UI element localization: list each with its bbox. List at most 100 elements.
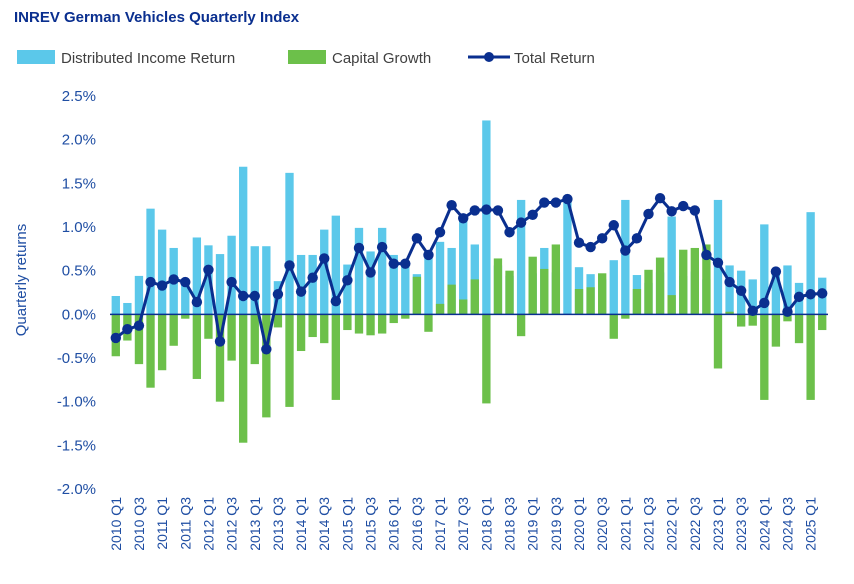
x-tick-label: 2020 Q3 <box>594 497 610 551</box>
income-return-bar <box>215 254 225 315</box>
y-tick-label: -1.5% <box>57 437 96 454</box>
bars <box>111 120 827 443</box>
capital-growth-bar <box>181 314 190 319</box>
x-tick-label: 2013 Q1 <box>247 497 263 551</box>
capital-growth-bar <box>227 314 236 361</box>
income-return-bar <box>239 166 248 315</box>
income-return-bar <box>146 208 155 315</box>
total-return-point <box>515 217 527 228</box>
total-return-point <box>573 237 585 248</box>
capital-growth-bar <box>412 276 422 315</box>
x-axis: 2010 Q1 2010 Q3 2011 Q1 2011 Q3 2012 Q1 2012 … <box>108 497 819 551</box>
x-tick-label: 2018 Q1 <box>478 497 494 551</box>
total-return-point <box>596 233 608 244</box>
total-return-point <box>237 290 249 302</box>
x-tick-label: 2022 Q3 <box>687 497 703 551</box>
total-return-point <box>376 241 388 253</box>
x-tick-label: 2011 Q1 <box>154 497 170 550</box>
y-tick-label: 1.0% <box>62 219 96 236</box>
income-return-bar <box>447 247 456 315</box>
x-tick-label: 2024 Q1 <box>756 497 772 551</box>
y-tick-label: 0.5% <box>62 263 96 280</box>
income-return-bar <box>725 265 734 315</box>
total-return-point <box>701 249 712 261</box>
income-return-bar <box>227 235 236 315</box>
capital-growth-bar <box>435 303 445 315</box>
total-return-point <box>342 275 353 286</box>
x-tick-label: 2025 Q1 <box>803 497 819 551</box>
legend-capital-label: Capital Growth <box>332 50 431 67</box>
y-tick-label: 2.0% <box>62 132 96 149</box>
total-return-point <box>191 296 203 308</box>
capital-growth-bar <box>192 314 202 379</box>
income-return-bar <box>157 229 167 315</box>
total-return-point <box>365 267 376 278</box>
total-return-point <box>805 289 816 300</box>
capital-growth-bar <box>736 314 746 327</box>
income-return-bar <box>667 216 676 315</box>
total-return-point <box>527 209 538 220</box>
capital-growth-bar <box>320 314 329 344</box>
y-tick-label: 1.5% <box>62 175 96 192</box>
total-return-point <box>388 258 399 269</box>
income-return-bar <box>783 265 792 315</box>
x-tick-label: 2016 Q3 <box>409 497 425 551</box>
total-return-point <box>770 266 782 277</box>
total-return-point <box>631 233 643 244</box>
income-return-bar <box>192 237 202 315</box>
income-return-bar <box>760 224 769 315</box>
capital-growth-bar <box>713 314 723 369</box>
capital-growth-bar <box>470 279 479 315</box>
income-return-bar <box>123 302 132 315</box>
income-return-bar <box>308 254 317 315</box>
capital-growth-bar <box>667 295 676 315</box>
capital-growth-bar <box>679 249 688 315</box>
chart-title: INREV German Vehicles Quarterly Index <box>14 9 300 26</box>
total-return-point <box>446 199 457 211</box>
capital-growth-bar <box>285 314 294 407</box>
income-return-bar <box>771 270 781 315</box>
total-return-point <box>156 280 168 291</box>
capital-growth-bar <box>157 314 167 371</box>
legend-income-label: Distributed Income Return <box>61 50 235 67</box>
capital-growth-bar <box>482 314 491 404</box>
income-return-bar <box>134 275 144 315</box>
total-return-point <box>400 258 411 269</box>
y-tick-label: 2.5% <box>62 88 96 105</box>
capital-growth-bar <box>598 273 607 315</box>
capital-growth-bar <box>134 314 144 365</box>
capital-growth-bar <box>783 314 792 322</box>
capital-growth-bar <box>644 269 653 315</box>
y-axis-label: Quarterly returns <box>13 224 30 337</box>
total-return-point <box>550 197 562 208</box>
income-return-bar <box>748 279 757 315</box>
income-return-bar <box>389 254 398 315</box>
capital-growth-bar <box>690 247 699 315</box>
x-tick-label: 2017 Q1 <box>432 497 448 551</box>
income-return-bar <box>250 246 259 315</box>
total-return-point <box>423 249 434 261</box>
legend-income-swatch <box>17 50 55 64</box>
y-axis: -2.0% -1.5% -1.0% -0.5% 0.0% 0.5% 1.0% 1.5% 2.0%… <box>57 88 96 498</box>
income-return-bar <box>713 199 723 315</box>
x-tick-label: 2017 Q3 <box>455 497 471 551</box>
y-tick-label: -2.0% <box>57 481 96 498</box>
total-return-point <box>735 285 747 296</box>
total-return-point <box>793 291 805 303</box>
total-return-point <box>689 205 701 216</box>
total-return-point <box>145 276 156 288</box>
income-return-bar <box>320 229 329 315</box>
x-tick-label: 2015 Q1 <box>339 497 355 551</box>
income-return-bar <box>401 261 410 315</box>
income-return-bar <box>621 199 630 315</box>
x-tick-label: 2023 Q3 <box>733 497 749 551</box>
capital-growth-bar <box>459 299 468 315</box>
total-return-point <box>585 241 596 253</box>
x-tick-label: 2015 Q3 <box>363 497 379 551</box>
total-return-point <box>608 220 619 231</box>
capital-growth-bar <box>239 314 248 443</box>
total-return-point <box>458 213 469 224</box>
total-return-point <box>226 276 237 288</box>
capital-growth-bar <box>702 244 711 315</box>
income-return-bar <box>459 218 468 315</box>
